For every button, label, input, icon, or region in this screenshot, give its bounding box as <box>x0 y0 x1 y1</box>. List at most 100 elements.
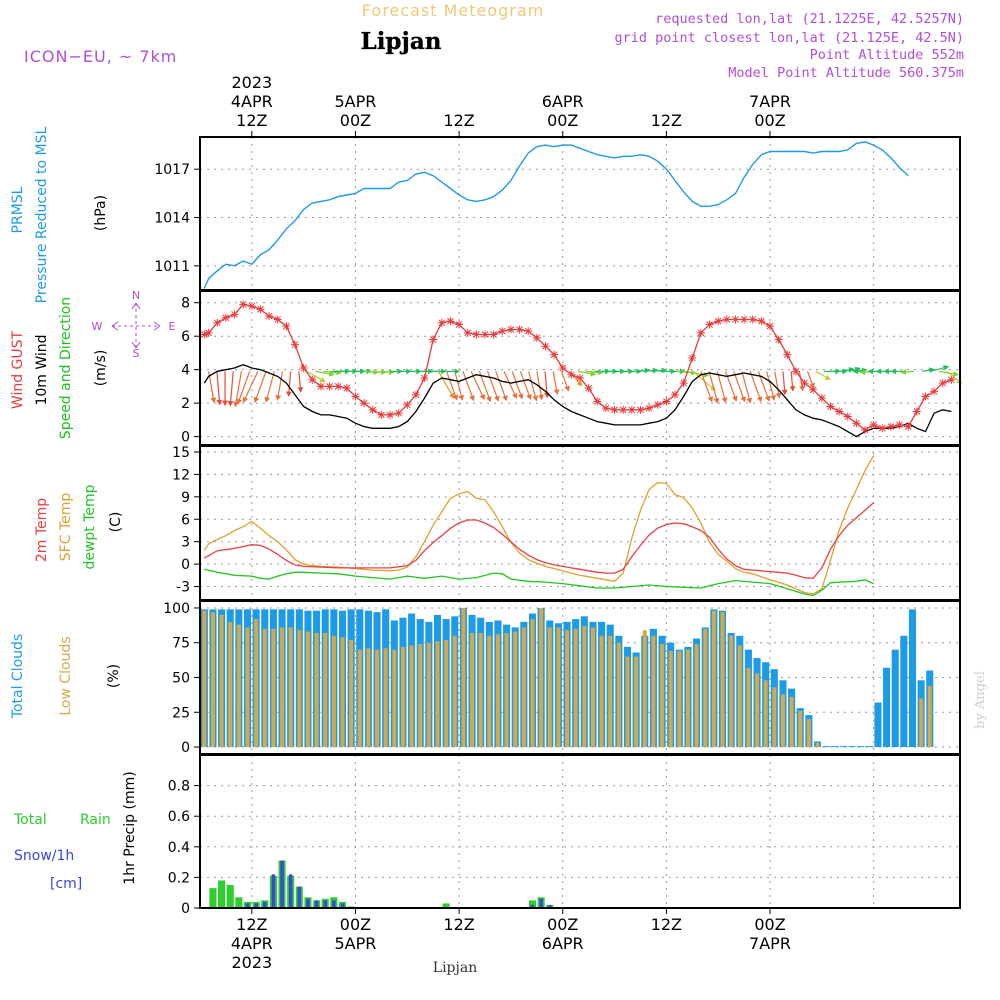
gust-marker <box>299 364 308 372</box>
gust-marker <box>325 382 334 391</box>
snow-bar <box>548 904 552 908</box>
bottom-time-label: 00Z <box>547 915 578 934</box>
total-cloud-bar <box>908 609 917 748</box>
panels: 10111014101702468-303691215025507510000.… <box>154 136 963 917</box>
wind-arrow-head <box>469 395 475 402</box>
wind-direction-arrow <box>733 371 746 402</box>
legend-low-clouds: Low Clouds <box>58 636 74 715</box>
low-cloud-bar <box>651 635 656 748</box>
total-cloud-bar <box>883 667 891 748</box>
gust-marker <box>239 300 248 309</box>
wind-arrow-head <box>264 396 271 403</box>
gust-marker <box>766 322 774 331</box>
low-cloud-bar <box>521 627 526 748</box>
wind-arrow-head <box>286 391 292 397</box>
gust-marker <box>463 328 472 337</box>
compass-w: W <box>92 320 103 333</box>
gust-marker <box>446 317 455 326</box>
gust-marker <box>308 375 317 384</box>
wind-arrow-head <box>731 395 738 402</box>
gust-marker <box>869 420 878 429</box>
low-cloud-bar <box>642 630 647 748</box>
gust-marker <box>852 419 861 428</box>
y-tick-label: 2 <box>181 396 190 412</box>
point-altitude: Point Altitude 552m <box>810 47 964 63</box>
low-cloud-bar <box>668 651 673 748</box>
gust-marker <box>567 370 576 379</box>
gust-marker <box>800 379 809 388</box>
wind-arrow-head <box>388 369 395 375</box>
wind-direction-arrow <box>462 371 475 401</box>
top-time-label: 5APR <box>335 92 377 111</box>
gust-marker <box>420 374 429 383</box>
dewpoint-line <box>204 568 874 597</box>
top-time-label: 12Z <box>443 111 474 130</box>
y-tick-label: 0.8 <box>168 779 190 795</box>
legend-pressure-msl: Pressure Reduced to MSL <box>34 126 50 303</box>
low-cloud-bar <box>685 649 690 748</box>
compass-s: S <box>133 347 140 360</box>
low-cloud-bar <box>461 607 466 748</box>
gust-marker <box>576 374 584 383</box>
credit-text: by Angel <box>973 671 988 729</box>
wind-arrow-head <box>553 389 560 395</box>
legend-2m-temp: 2m Temp <box>34 498 50 562</box>
wind-arrow-head <box>511 392 518 399</box>
gust-marker <box>230 310 239 319</box>
low-cloud-bar <box>478 632 483 748</box>
bottom-time-label: 5APR <box>335 934 377 953</box>
wind-direction-arrow <box>237 371 251 405</box>
total-cloud-bar <box>848 746 856 748</box>
y-tick-label: 0 <box>181 430 190 446</box>
wind-arrow-head <box>449 392 455 399</box>
wind-direction-arrow <box>276 371 284 401</box>
wind-arrow-head <box>452 394 459 401</box>
wind-arrow-head <box>883 368 889 375</box>
legend-total-clouds: Total Clouds <box>10 634 26 719</box>
low-cloud-bar <box>763 680 768 748</box>
gridpoint-coords: grid point closest lon,lat (21.125E, 42.… <box>615 30 965 46</box>
low-cloud-bar <box>530 619 535 748</box>
gust-marker <box>653 400 662 409</box>
gust-marker <box>524 327 533 336</box>
wind-arrow-head <box>502 395 508 402</box>
legend-prmsl: PRMSL <box>10 186 26 233</box>
top-time-label: 00Z <box>754 111 785 130</box>
low-cloud-bar <box>539 607 544 748</box>
wind-direction-arrow <box>265 371 275 403</box>
low-cloud-bar <box>504 632 509 748</box>
low-cloud-bar <box>780 694 785 748</box>
wind-arrow-head <box>775 392 782 399</box>
y-tick-label: 1014 <box>154 211 190 227</box>
y-tick-label: 3 <box>181 535 190 551</box>
bottom-time-label: 00Z <box>340 915 371 934</box>
low-cloud-bar <box>616 642 621 748</box>
gust-marker <box>886 422 895 431</box>
rain-bar <box>226 885 234 908</box>
top-time-label: 00Z <box>340 111 371 130</box>
gust-marker <box>938 379 947 388</box>
y-tick-label: -3 <box>176 580 190 596</box>
meteogram-title: Forecast Meteogram <box>362 1 544 20</box>
wind-direction-arrow <box>716 371 727 403</box>
gust-marker <box>265 312 274 321</box>
y-tick-label: 100 <box>163 601 190 617</box>
legend-precip-rain: Rain <box>80 812 111 828</box>
snow-bar <box>306 898 310 908</box>
y-tick-label: 8 <box>181 296 190 312</box>
ylabel-precip: 1hr Precip (mm) <box>122 771 138 884</box>
total-cloud-bar <box>839 746 847 748</box>
gust-marker <box>541 342 550 351</box>
snow-bar <box>254 903 258 908</box>
wind-arrow-head <box>756 396 763 403</box>
top-time-label: 6APR <box>542 92 584 111</box>
low-cloud-bar <box>314 632 319 748</box>
low-cloud-bar <box>806 719 811 748</box>
wind-direction-arrow <box>446 371 458 401</box>
low-cloud-bar <box>573 628 578 748</box>
low-cloud-bar <box>737 645 742 748</box>
gust-marker <box>437 318 446 327</box>
y-tick-label: 9 <box>181 490 190 506</box>
wind-arrow-head <box>900 369 907 375</box>
